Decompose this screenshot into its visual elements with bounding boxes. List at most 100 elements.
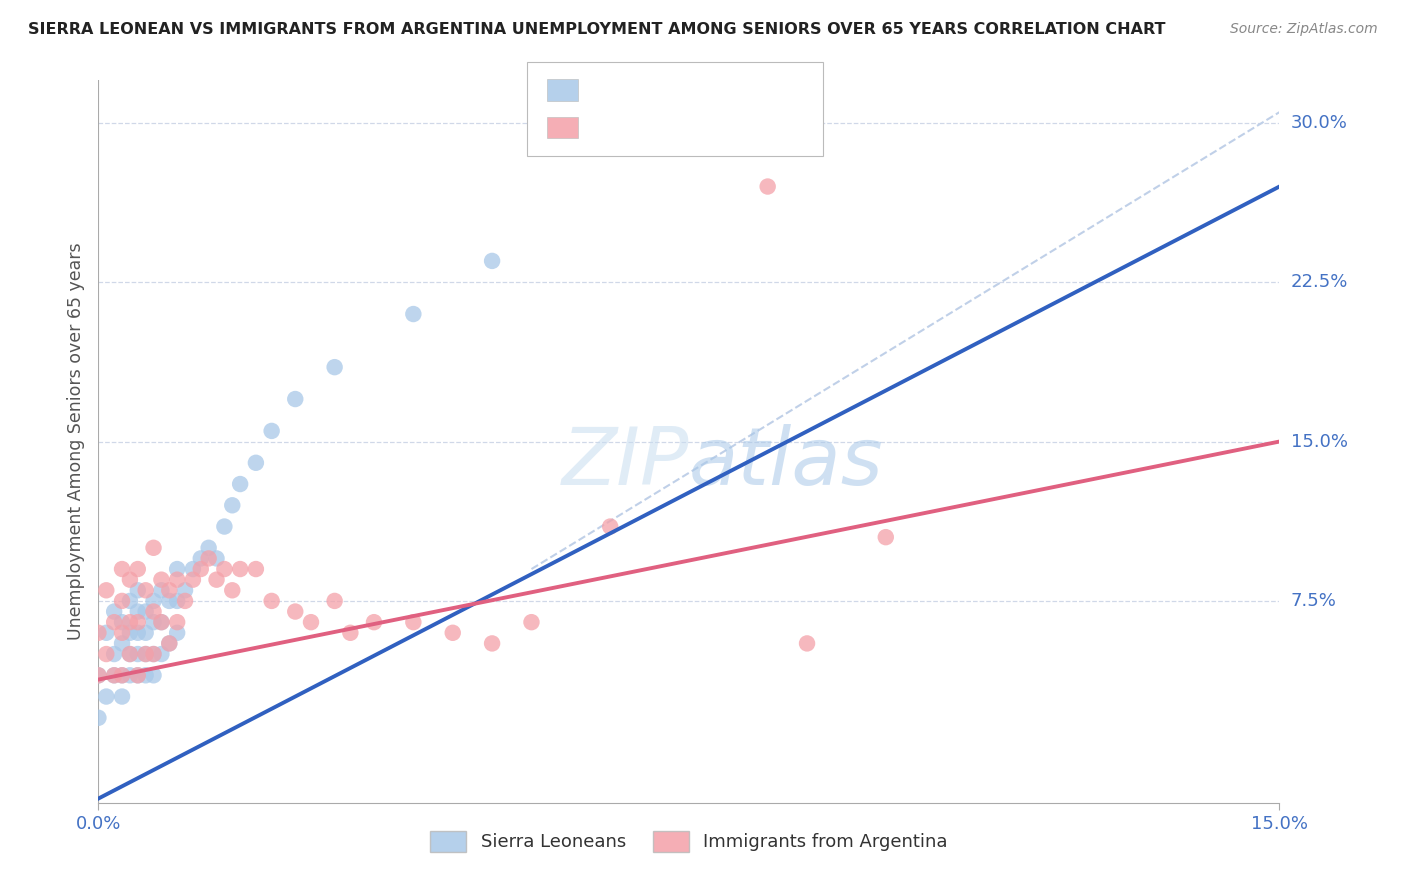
Point bbox=[181, 573, 204, 587]
Y-axis label: Unemployment Among Seniors over 65 years: Unemployment Among Seniors over 65 years bbox=[66, 243, 84, 640]
Point bbox=[875, 530, 897, 544]
Point bbox=[118, 647, 141, 661]
Point bbox=[103, 668, 125, 682]
Point bbox=[103, 668, 125, 682]
Point bbox=[197, 551, 219, 566]
Point bbox=[166, 573, 188, 587]
Point bbox=[284, 392, 307, 406]
Point bbox=[127, 625, 149, 640]
Point bbox=[118, 668, 141, 682]
Point bbox=[127, 615, 149, 630]
Point bbox=[299, 615, 322, 630]
Point bbox=[339, 625, 361, 640]
Point bbox=[127, 562, 149, 576]
Point bbox=[260, 424, 283, 438]
Text: N =: N = bbox=[662, 81, 720, 99]
Point bbox=[127, 668, 149, 682]
Point bbox=[87, 668, 110, 682]
Point bbox=[481, 254, 503, 268]
Point bbox=[323, 594, 346, 608]
Point bbox=[166, 615, 188, 630]
Point bbox=[135, 668, 157, 682]
Point bbox=[103, 647, 125, 661]
Point bbox=[229, 477, 252, 491]
Point bbox=[205, 551, 228, 566]
Point bbox=[245, 562, 267, 576]
Text: 15.0%: 15.0% bbox=[1291, 433, 1347, 450]
Legend: Sierra Leoneans, Immigrants from Argentina: Sierra Leoneans, Immigrants from Argenti… bbox=[423, 823, 955, 859]
Point bbox=[135, 605, 157, 619]
Point bbox=[127, 647, 149, 661]
Point bbox=[135, 583, 157, 598]
Point bbox=[118, 615, 141, 630]
Point bbox=[103, 605, 125, 619]
Point bbox=[142, 668, 165, 682]
Point bbox=[111, 668, 134, 682]
Point bbox=[103, 615, 125, 630]
Point bbox=[150, 583, 173, 598]
Point bbox=[118, 573, 141, 587]
Point bbox=[174, 594, 197, 608]
Point bbox=[135, 625, 157, 640]
Point bbox=[441, 625, 464, 640]
Point bbox=[157, 594, 180, 608]
Point bbox=[166, 594, 188, 608]
Text: ZIP: ZIP bbox=[561, 425, 689, 502]
Text: 49: 49 bbox=[697, 119, 723, 136]
Point bbox=[142, 541, 165, 555]
Point bbox=[181, 562, 204, 576]
Point bbox=[157, 636, 180, 650]
Point bbox=[796, 636, 818, 650]
Text: SIERRA LEONEAN VS IMMIGRANTS FROM ARGENTINA UNEMPLOYMENT AMONG SENIORS OVER 65 Y: SIERRA LEONEAN VS IMMIGRANTS FROM ARGENT… bbox=[28, 22, 1166, 37]
Point bbox=[284, 605, 307, 619]
Point bbox=[142, 647, 165, 661]
Point bbox=[87, 668, 110, 682]
Point bbox=[111, 636, 134, 650]
Point bbox=[190, 562, 212, 576]
Text: 22.5%: 22.5% bbox=[1291, 273, 1348, 291]
Point bbox=[135, 647, 157, 661]
Text: R =: R = bbox=[585, 81, 624, 99]
Point bbox=[221, 583, 243, 598]
Point bbox=[174, 583, 197, 598]
Point bbox=[166, 625, 188, 640]
Point bbox=[150, 615, 173, 630]
Point bbox=[96, 690, 118, 704]
Point bbox=[96, 625, 118, 640]
Point bbox=[205, 573, 228, 587]
Point bbox=[229, 562, 252, 576]
Point bbox=[245, 456, 267, 470]
Point bbox=[214, 519, 236, 533]
Text: 0.257: 0.257 bbox=[617, 119, 673, 136]
Text: N =: N = bbox=[662, 119, 720, 136]
Point bbox=[111, 690, 134, 704]
Point bbox=[756, 179, 779, 194]
Point bbox=[118, 625, 141, 640]
Text: 0.590: 0.590 bbox=[617, 81, 673, 99]
Point bbox=[111, 615, 134, 630]
Point bbox=[111, 562, 134, 576]
Point bbox=[127, 668, 149, 682]
Point bbox=[363, 615, 385, 630]
Point bbox=[150, 647, 173, 661]
Text: 30.0%: 30.0% bbox=[1291, 114, 1347, 132]
Point bbox=[157, 583, 180, 598]
Point bbox=[96, 583, 118, 598]
Point bbox=[150, 615, 173, 630]
Point bbox=[142, 615, 165, 630]
Text: Source: ZipAtlas.com: Source: ZipAtlas.com bbox=[1230, 22, 1378, 37]
Point bbox=[197, 541, 219, 555]
Point bbox=[402, 615, 425, 630]
Point bbox=[118, 647, 141, 661]
Text: R =: R = bbox=[585, 119, 624, 136]
Point bbox=[520, 615, 543, 630]
Point bbox=[214, 562, 236, 576]
Point bbox=[481, 636, 503, 650]
Point bbox=[111, 594, 134, 608]
Point bbox=[87, 711, 110, 725]
Point bbox=[127, 605, 149, 619]
Text: 50: 50 bbox=[697, 81, 723, 99]
Point bbox=[135, 647, 157, 661]
Point bbox=[87, 625, 110, 640]
Point bbox=[221, 498, 243, 512]
